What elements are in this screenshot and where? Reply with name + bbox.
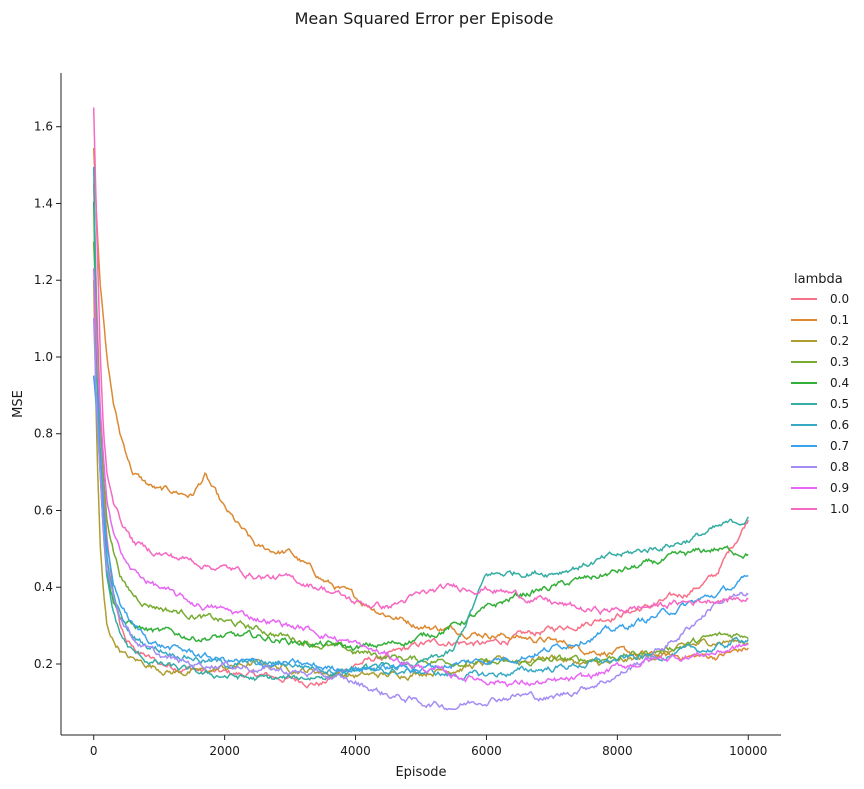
legend-label-0.4: 0.4: [830, 376, 849, 390]
legend-items: 0.0 0.1 0.2 0.3 0.4 0.5 0.6 0.7 0.8 0.9 1.0: [791, 292, 849, 516]
x-tick-label: 10000: [729, 744, 767, 758]
series-line-0.8: [92, 317, 749, 711]
y-ticks: 0.2 0.4 0.6 0.8 1.0 1.2 1.4 1.6: [34, 120, 61, 671]
legend-label-0.5: 0.5: [830, 397, 849, 411]
y-tick-label: 0.2: [34, 657, 53, 671]
series-line-0.6: [92, 375, 749, 682]
x-ticks: 0 2000 4000 6000 8000 10000: [90, 735, 767, 758]
x-tick-label: 4000: [340, 744, 371, 758]
legend-label-0.0: 0.0: [830, 292, 849, 306]
x-tick-label: 2000: [209, 744, 240, 758]
legend-label-0.2: 0.2: [830, 334, 849, 348]
x-tick-label: 0: [90, 744, 98, 758]
legend-label-0.8: 0.8: [830, 460, 849, 474]
series-line-0.7: [92, 376, 749, 674]
x-axis-label: Episode: [395, 765, 446, 780]
legend-title: lambda: [794, 272, 843, 287]
legend-label-0.7: 0.7: [830, 439, 849, 453]
legend-label-0.1: 0.1: [830, 313, 849, 327]
y-tick-label: 1.6: [34, 120, 53, 134]
legend-label-1.0: 1.0: [830, 502, 849, 516]
x-tick-label: 6000: [471, 744, 502, 758]
y-axis-label: MSE: [11, 390, 26, 418]
y-tick-label: 0.8: [34, 427, 53, 441]
series-line-0.2: [92, 279, 749, 682]
series-line-0.0: [92, 183, 749, 689]
x-tick-label: 8000: [602, 744, 633, 758]
y-tick-label: 1.0: [34, 350, 53, 364]
legend-label-0.3: 0.3: [830, 355, 849, 369]
chart-title: Mean Squared Error per Episode: [295, 9, 554, 28]
y-tick-label: 0.4: [34, 580, 53, 594]
series-line-1.0: [92, 107, 749, 616]
y-tick-label: 1.4: [34, 196, 53, 210]
series-line-0.5: [92, 166, 749, 682]
legend-label-0.6: 0.6: [830, 418, 849, 432]
series-line-0.4: [92, 201, 749, 652]
y-tick-label: 1.2: [34, 273, 53, 287]
series-lines: [92, 107, 749, 711]
legend-label-0.9: 0.9: [830, 481, 849, 495]
y-tick-label: 0.6: [34, 503, 53, 517]
series-line-0.9: [92, 268, 749, 688]
series-line-0.1: [92, 148, 749, 662]
plot-area: 0 2000 4000 6000 8000 10000 0.2 0.4 0.6 0.8 1.0 1.…: [34, 73, 781, 758]
legend: lambda 0.0 0.1 0.2 0.3 0.4 0.5 0.6 0.7 0.8 0.9 1.0: [791, 272, 849, 516]
